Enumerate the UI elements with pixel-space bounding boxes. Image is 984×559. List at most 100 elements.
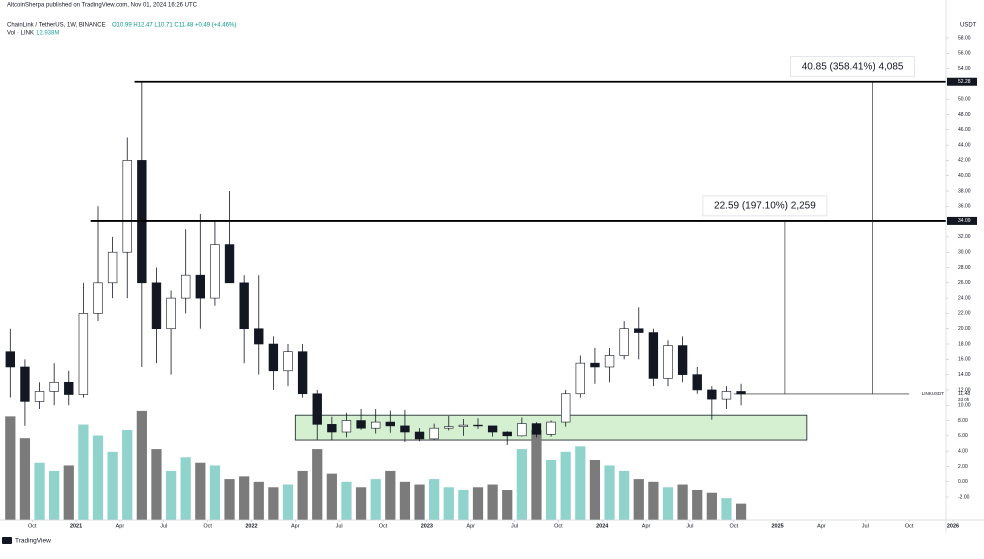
candle-body	[707, 389, 717, 400]
volume-bar	[195, 462, 206, 520]
y-tick-label: 26.00	[958, 280, 971, 286]
candle-body	[312, 393, 322, 425]
candle-body	[487, 425, 498, 433]
volume-bar	[297, 470, 308, 520]
candle-body	[327, 424, 337, 433]
volume-bar	[19, 438, 31, 520]
candle-body	[473, 424, 483, 427]
y-tick-label: 50.00	[958, 97, 971, 103]
volume-bar	[516, 449, 527, 520]
volume-bar	[589, 460, 601, 520]
candle-body	[429, 427, 439, 440]
candle-body	[546, 421, 556, 435]
x-tick-label: Apr	[642, 523, 651, 529]
y-tick-label: 4.00	[958, 448, 968, 454]
volume-bar	[34, 462, 45, 520]
x-tick-label: Jul	[511, 523, 518, 529]
brand-logo	[2, 537, 12, 544]
volume-bar	[122, 430, 133, 520]
volume-bar	[326, 473, 337, 520]
volume-bar	[429, 479, 440, 520]
candle-body	[356, 420, 366, 429]
candle-body	[78, 313, 89, 395]
candle-body	[341, 420, 352, 433]
x-tick-label: 2025	[771, 523, 783, 529]
volume-bar	[92, 435, 104, 520]
volume-bar	[49, 470, 60, 520]
candle-body	[166, 297, 176, 330]
candle-body	[736, 391, 746, 395]
y-tick-label: 54.00	[958, 66, 971, 72]
countdown: 2d 0h	[958, 397, 970, 402]
candle-body	[663, 345, 673, 379]
x-tick-label: Oct	[28, 523, 37, 529]
last-price: 11.48	[958, 391, 970, 397]
candle-body	[49, 381, 59, 392]
level-label: 34.09	[958, 218, 971, 224]
x-tick-label: Jul	[862, 523, 869, 529]
y-tick-label: 42.00	[958, 158, 971, 164]
volume-bar	[706, 492, 717, 520]
volume-bar	[633, 479, 644, 520]
candle-body	[64, 381, 74, 395]
volume-bar	[472, 487, 484, 520]
volume-bar	[63, 465, 74, 520]
volume-bar	[677, 484, 688, 520]
y-tick-label: 48.00	[958, 112, 971, 118]
volume-bar	[370, 479, 381, 520]
candle-body	[458, 424, 469, 427]
candle-body	[517, 423, 527, 437]
candle-body	[268, 343, 279, 372]
candle-body	[385, 421, 395, 427]
y-tick-label: 40.00	[958, 173, 971, 179]
level-tag	[947, 216, 977, 225]
volume-bar	[692, 490, 703, 520]
volume-bar	[531, 430, 542, 520]
candle-body	[721, 391, 732, 400]
y-tick-label: 28.00	[958, 265, 971, 271]
measure-label: 40.85 (358.41%) 4,085	[802, 61, 904, 72]
volume-bar	[282, 484, 294, 520]
y-tick-label: 20.00	[958, 326, 971, 332]
volume-bar	[268, 487, 279, 520]
y-tick-label: 44.00	[958, 142, 971, 148]
candle-body	[20, 366, 30, 402]
volume-bar	[224, 479, 235, 520]
candle-body	[210, 244, 220, 299]
candle-body	[414, 431, 425, 440]
volume-bar	[399, 481, 411, 520]
volume-bar	[545, 460, 557, 520]
candle-body	[444, 426, 454, 429]
level-tag	[947, 77, 977, 86]
candle-body	[239, 282, 249, 330]
x-tick-label: Oct	[554, 523, 563, 529]
candle-body	[677, 345, 688, 375]
currency: USDT	[960, 23, 977, 29]
y-tick-label: 2.00	[958, 464, 968, 470]
volume-bar	[165, 470, 177, 520]
candle-body	[151, 282, 162, 330]
volume-bar	[575, 446, 586, 520]
volume-bar	[209, 465, 221, 520]
volume-bar	[662, 487, 674, 520]
volume-bar	[355, 487, 367, 520]
volume-bar	[341, 481, 352, 520]
volume-bar	[180, 457, 191, 520]
main-layer: -2.00 0.00 2.00 4.00 6.00 8.00 10.00 12.00 14.00…	[5, 35, 977, 529]
volume-bar	[560, 451, 571, 520]
candle-body	[122, 160, 132, 253]
y-tick-label: 14.00	[958, 372, 971, 378]
candle-body	[604, 355, 615, 368]
volume-bar	[502, 490, 513, 520]
volume-bar	[151, 449, 162, 520]
y-tick-label: 8.00	[958, 418, 968, 424]
x-tick-label: Oct	[729, 523, 738, 529]
x-tick-label: Apr	[116, 523, 125, 529]
volume-bar	[385, 470, 396, 520]
candle-body	[502, 431, 512, 437]
candle-body	[195, 274, 205, 299]
candle-body	[181, 274, 191, 299]
